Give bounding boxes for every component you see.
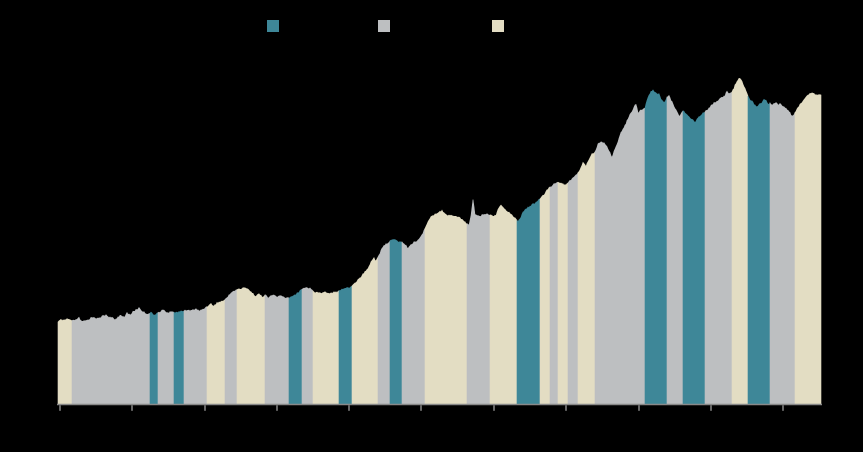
area-band-cream bbox=[236, 287, 266, 405]
area-band-teal bbox=[747, 95, 771, 405]
area-band-teal bbox=[516, 198, 541, 405]
area-band-teal bbox=[338, 285, 353, 405]
area-band-gray bbox=[666, 94, 684, 405]
area-band-gray bbox=[567, 171, 579, 405]
legend-swatch-cream bbox=[492, 20, 504, 32]
area-band-cream bbox=[539, 186, 551, 405]
area-band-teal bbox=[644, 89, 668, 405]
area-band-teal bbox=[149, 311, 159, 405]
area-band-cream bbox=[731, 77, 749, 405]
area-band-teal bbox=[173, 310, 185, 405]
area-band-cream bbox=[206, 299, 226, 405]
area-bands-layer bbox=[57, 77, 822, 405]
area-band-teal bbox=[682, 110, 706, 405]
area-band-cream bbox=[424, 209, 468, 405]
area-band-gray bbox=[401, 227, 426, 405]
x-axis-layer bbox=[57, 403, 822, 411]
area-band-gray bbox=[466, 199, 491, 405]
legend bbox=[267, 20, 504, 32]
area-band-gray bbox=[377, 240, 391, 405]
area-band-gray bbox=[769, 102, 796, 405]
area-band-cream bbox=[577, 151, 596, 405]
area-band-gray bbox=[183, 306, 208, 405]
area-band-cream bbox=[557, 181, 569, 405]
area-band-gray bbox=[157, 309, 175, 405]
area-band-teal bbox=[389, 239, 403, 405]
area-band-gray bbox=[594, 103, 646, 405]
area-band-cream bbox=[312, 290, 340, 405]
area-band-cream bbox=[489, 204, 518, 405]
area-band-gray bbox=[264, 294, 290, 405]
legend-swatch-teal bbox=[267, 20, 279, 32]
area-band-gray bbox=[301, 287, 314, 405]
area-band-gray bbox=[71, 306, 151, 405]
area-band-gray bbox=[224, 289, 238, 405]
area-band-cream bbox=[57, 318, 73, 405]
legend-swatch-gray bbox=[378, 20, 390, 32]
area-band-teal bbox=[288, 288, 303, 405]
area-band-cream bbox=[351, 256, 379, 405]
area-band-gray bbox=[549, 181, 559, 405]
area-band-gray bbox=[704, 90, 733, 405]
area-band-cream bbox=[794, 92, 822, 405]
